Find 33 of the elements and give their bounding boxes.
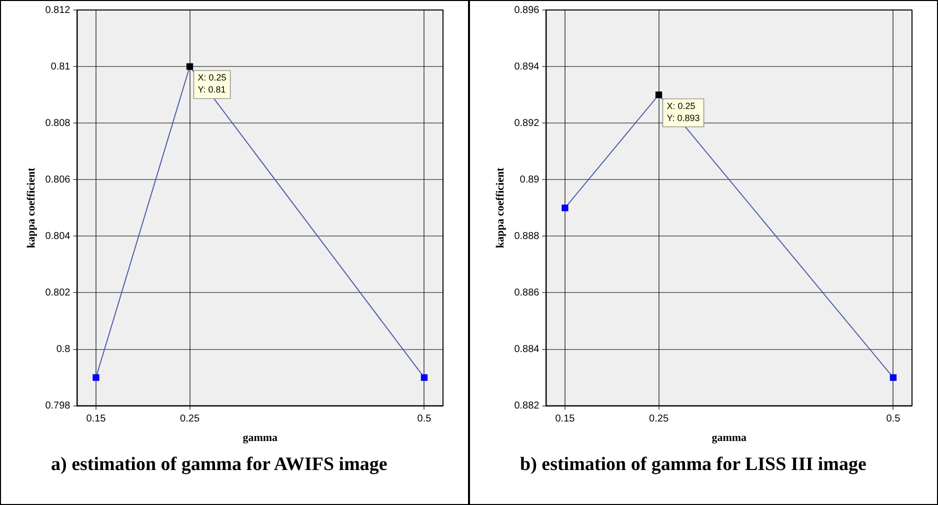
x-tick-label: 0.25 [180,414,200,425]
y-tick-label: 0.886 [514,287,540,298]
x-tick-label: 0.5 [417,414,432,425]
y-tick-label: 0.884 [514,344,540,356]
annotation: X: 0.25 Y: 0.81 [198,72,226,95]
y-tick-label: 0.892 [514,118,540,129]
y-tick-label: 0.806 [45,174,71,186]
x-tick-label: 0.25 [649,414,669,425]
point [890,374,897,381]
y-tick-label: 0.798 [45,400,71,412]
x-tick-label: 0.5 [886,414,901,425]
x-axis-title: gamma [712,432,748,444]
y-axis-title: kappa coefficient [494,167,506,248]
y-tick-label: 0.894 [514,61,540,72]
point [655,91,662,98]
point [562,204,568,212]
x-tick-label: 0.15 [86,414,106,425]
y-tick-label: 0.808 [45,118,71,129]
text: b) estimation of gamma for LISS III image [520,453,868,477]
y-tick-label: 0.896 [514,4,540,16]
y-tick-label: 0.89 [520,174,540,186]
text: a) estimation of gamma for AWIFS image [51,453,388,477]
x-tick-label: 0.15 [555,414,576,425]
y-tick-label: 0.81 [50,61,71,72]
y-tick-label: 0.8 [56,344,71,356]
y-tick-label: 0.882 [514,400,540,412]
y-axis-title: kappa coefficient [25,167,38,248]
y-tick-label: 0.802 [45,287,71,298]
y-tick-label: 0.812 [45,4,71,16]
y-tick-label: 0.888 [514,230,540,242]
x-axis-title: gamma [242,432,278,444]
annotation: X: 0.25 Y: 0.893 [666,100,700,123]
y-tick-label: 0.804 [45,230,71,242]
